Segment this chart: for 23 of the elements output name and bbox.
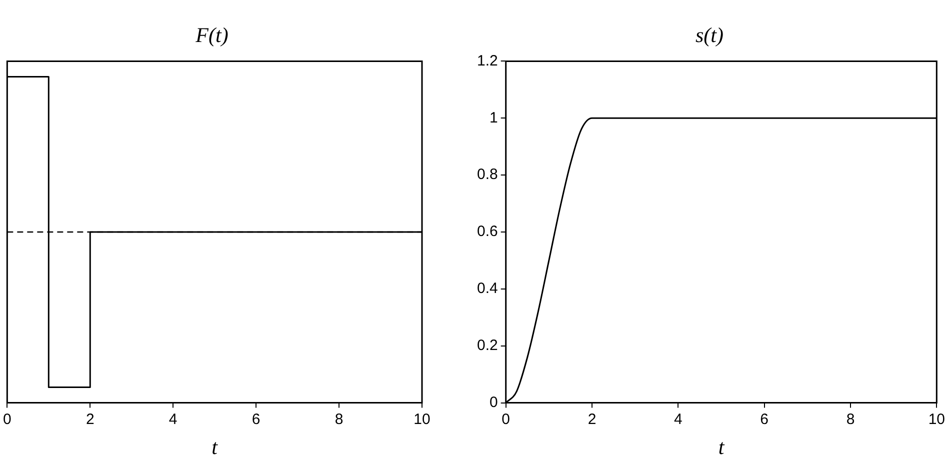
x-tick-label: 0: [502, 410, 510, 428]
y-tick-label: 0.2: [476, 337, 498, 354]
y-tick-label: 1: [490, 109, 498, 126]
x-tick-label: 4: [168, 410, 178, 428]
x-tick-label: 6: [760, 410, 769, 428]
y-tick-label: 0.4: [476, 280, 498, 298]
x-tick-label: 8: [334, 410, 344, 428]
x-tick-label: 2: [588, 410, 596, 428]
x-tick-label: 2: [86, 410, 94, 428]
x-tick-label: 6: [252, 410, 260, 428]
x-tick-label: 10: [928, 410, 945, 428]
x-axis-title: t: [718, 434, 726, 459]
x-tick-label: 10: [414, 410, 430, 428]
x-tick-label: 8: [846, 410, 855, 428]
y-tick-label: 0.6: [476, 223, 498, 240]
chart-title: s(t): [696, 23, 724, 48]
chart-title: F(t): [194, 23, 228, 48]
x-tick-label: 0: [3, 410, 12, 428]
y-tick-label: 0.8: [476, 166, 498, 184]
x-tick-label: 4: [674, 410, 682, 428]
y-tick-label: 0: [490, 394, 498, 411]
x-axis-title: t: [212, 434, 219, 459]
y-tick-label: 1.2: [476, 52, 498, 70]
